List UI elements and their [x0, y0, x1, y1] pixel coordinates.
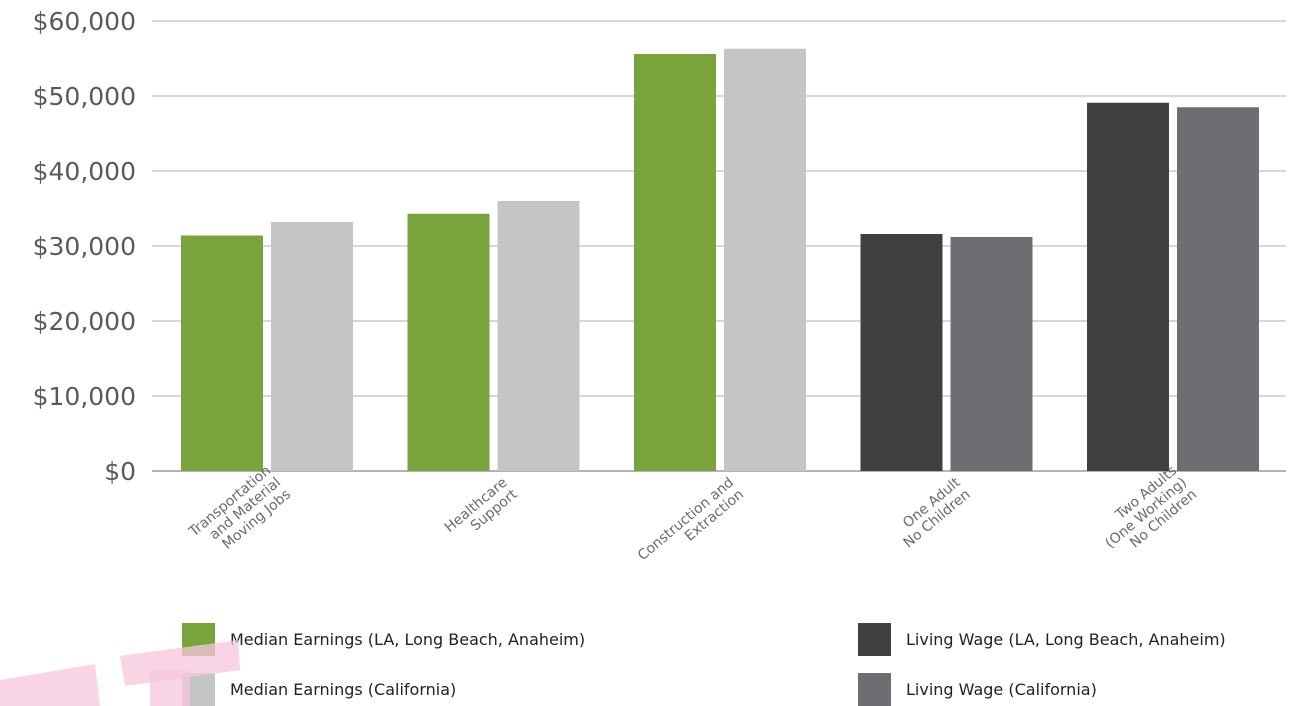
bar	[860, 234, 943, 471]
legend-label: Living Wage (California)	[906, 680, 1097, 699]
y-axis-tick-labels: $0 $10,000 $20,000 $30,000 $40,000 $50,000 $60…	[33, 7, 136, 486]
x-tick-label: HealthcareSupport	[442, 474, 521, 548]
bar	[1177, 107, 1259, 471]
x-tick-label: Construction andExtraction	[635, 475, 747, 576]
y-tick-label: $40,000	[33, 157, 136, 186]
bar	[181, 235, 263, 471]
bar	[407, 213, 490, 471]
bar	[1087, 102, 1169, 471]
legend: Median Earnings (LA, Long Beach, Anaheim…	[182, 623, 1226, 706]
watermark-logo	[0, 640, 240, 706]
bar	[497, 201, 580, 471]
y-tick-label: $0	[104, 457, 136, 486]
y-tick-label: $50,000	[33, 82, 136, 111]
legend-label: Median Earnings (LA, Long Beach, Anaheim…	[230, 630, 585, 649]
bar	[950, 237, 1033, 471]
bar	[724, 48, 806, 471]
legend-swatch	[858, 623, 891, 656]
y-tick-label: $30,000	[33, 232, 136, 261]
bar	[271, 222, 353, 471]
y-tick-label: $10,000	[33, 382, 136, 411]
x-axis-tick-labels: Transportationand MaterialMoving Jobs Hea…	[186, 463, 1200, 576]
x-tick-label: Two Adults(One Working)No Children	[1092, 463, 1200, 564]
x-tick-label: Transportationand MaterialMoving Jobs	[186, 463, 294, 565]
legend-label: Median Earnings (California)	[230, 680, 456, 699]
legend-swatch	[858, 673, 891, 706]
y-tick-label: $60,000	[33, 7, 136, 36]
bar	[634, 54, 716, 471]
bars	[181, 48, 1259, 471]
x-tick-label: One AdultNo Children	[891, 474, 974, 551]
legend-label: Living Wage (LA, Long Beach, Anaheim)	[906, 630, 1226, 649]
y-tick-label: $20,000	[33, 307, 136, 336]
